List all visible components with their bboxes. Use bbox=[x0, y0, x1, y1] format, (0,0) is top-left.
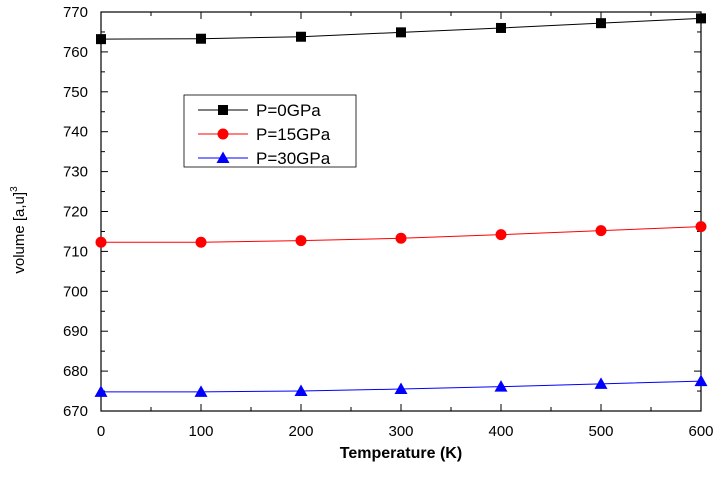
data-point bbox=[595, 225, 607, 237]
legend-box bbox=[183, 94, 357, 168]
series-P=30GPa bbox=[94, 374, 708, 397]
y-tick-label: 670 bbox=[63, 403, 88, 420]
y-tick-label: 760 bbox=[63, 44, 88, 61]
legend: P=0GPa P=15GPa P=30GPa bbox=[183, 94, 357, 168]
x-tick-label: 200 bbox=[288, 423, 313, 440]
legend-label: P=15GPa bbox=[256, 125, 331, 144]
y-tick-label: 710 bbox=[63, 243, 88, 260]
legend-marker bbox=[216, 151, 230, 163]
data-point bbox=[696, 13, 706, 24]
legend-marker bbox=[218, 105, 228, 115]
data-point bbox=[394, 382, 408, 395]
y-tick-label: 750 bbox=[63, 84, 88, 101]
data-point bbox=[195, 236, 207, 248]
data-point bbox=[695, 221, 707, 233]
data-point bbox=[395, 232, 407, 244]
data-point bbox=[396, 27, 406, 38]
data-point bbox=[495, 229, 507, 241]
data-point bbox=[295, 235, 307, 247]
x-tick-label: 100 bbox=[188, 423, 213, 440]
data-point bbox=[95, 236, 107, 248]
y-tick-label: 680 bbox=[63, 363, 88, 380]
data-point bbox=[94, 385, 108, 397]
y-tick-label: 690 bbox=[63, 323, 88, 340]
y-tick-label: 770 bbox=[63, 4, 88, 21]
data-point bbox=[594, 377, 608, 389]
legend-label: P=0GPa bbox=[256, 101, 321, 120]
x-tick-label: 600 bbox=[688, 423, 713, 440]
x-axis-title: Temperature (K) bbox=[340, 445, 462, 462]
data-point bbox=[194, 385, 208, 397]
y-tick-label: 700 bbox=[63, 283, 88, 300]
x-tick-label: 500 bbox=[588, 423, 613, 440]
y-tick-label: 730 bbox=[63, 164, 88, 181]
series-P=0GPa bbox=[96, 13, 706, 45]
data-point bbox=[694, 374, 708, 387]
y-tick-label: 740 bbox=[63, 124, 88, 141]
data-point bbox=[596, 18, 606, 29]
data-point bbox=[296, 31, 306, 42]
data-point bbox=[496, 22, 506, 33]
legend-marker bbox=[217, 128, 229, 140]
y-tick-label: 720 bbox=[63, 204, 88, 221]
y-axis-title-superscript: 3 bbox=[9, 186, 20, 192]
data-point bbox=[494, 380, 508, 392]
x-tick-label: 0 bbox=[97, 423, 105, 440]
data-point bbox=[96, 34, 106, 45]
y-axis-title: volume [a,u]3 bbox=[9, 186, 28, 274]
legend-label: P=30GPa bbox=[256, 149, 331, 168]
x-tick-label: 300 bbox=[388, 423, 413, 440]
data-point bbox=[294, 384, 308, 397]
series-P=15GPa bbox=[95, 221, 707, 248]
y-axis-title-text: volume [a,u] bbox=[11, 192, 28, 274]
data-point bbox=[196, 33, 206, 44]
x-tick-label: 400 bbox=[488, 423, 513, 440]
